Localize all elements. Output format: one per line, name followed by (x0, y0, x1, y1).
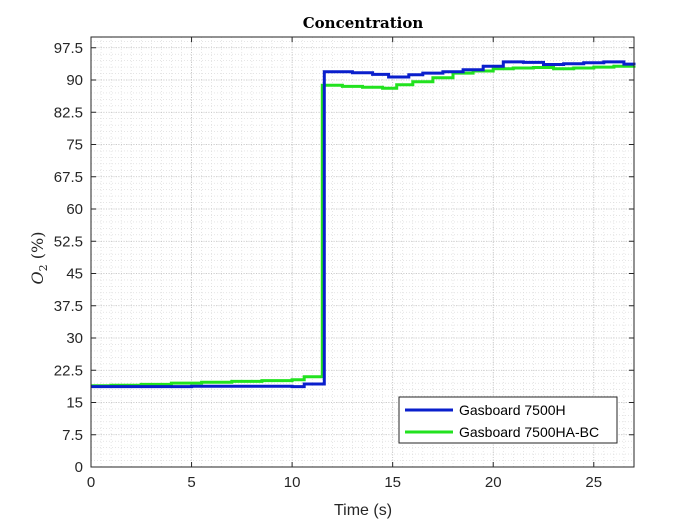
y-tick-labels: 0 7.5 15 22.5 30 37.5 45 52.5 60 67.5 75 82.5 90 97.5 (54, 40, 83, 476)
x-tick-label: 25 (585, 474, 602, 491)
tick-marks (90, 37, 634, 468)
y-tick-label: 90 (66, 72, 83, 89)
y-tick-label: 37.5 (54, 298, 83, 315)
y-tick-label: 7.5 (62, 427, 83, 444)
x-tick-label: 0 (87, 474, 95, 491)
legend-label-series-1: Gasboard 7500H (459, 402, 566, 418)
legend-box (398, 396, 618, 444)
plot-frame (90, 36, 635, 468)
x-tick-label: 20 (485, 474, 502, 491)
series-layer (91, 60, 636, 389)
y-tick-label: 82.5 (54, 104, 83, 121)
y-tick-label: 67.5 (54, 169, 83, 186)
y-axis-label: O2 (%) (28, 232, 50, 285)
y-tick-label: 45 (66, 266, 83, 283)
legend: Gasboard 7500H Gasboard 7500HA-BC (398, 396, 618, 444)
y-tick-label: 60 (66, 201, 83, 218)
y-tick-label: 52.5 (54, 233, 83, 250)
y-tick-label: 0 (75, 459, 83, 476)
x-tick-labels: 0 5 10 15 20 25 (87, 474, 602, 491)
x-axis-label: Time (s) (334, 502, 392, 519)
y-tick-label: 30 (66, 330, 83, 347)
x-tick-label: 10 (284, 474, 301, 491)
y-tick-label: 22.5 (54, 362, 83, 379)
x-tick-label: 15 (384, 474, 401, 491)
plot-area (91, 37, 634, 467)
series-line-2 (91, 64, 636, 388)
y-axis-label-subscript: 2 (37, 264, 50, 271)
y-tick-label: 15 (66, 395, 83, 412)
y-axis-label-unit: (%) (28, 232, 47, 265)
series-line-1 (91, 60, 636, 389)
chart-title: Concentration (303, 14, 424, 32)
y-tick-label: 97.5 (54, 40, 83, 57)
legend-label-series-2: Gasboard 7500HA-BC (459, 424, 599, 440)
x-tick-label: 5 (187, 474, 195, 491)
y-axis-label-symbol: O (28, 271, 47, 284)
y-tick-label: 75 (66, 137, 83, 154)
